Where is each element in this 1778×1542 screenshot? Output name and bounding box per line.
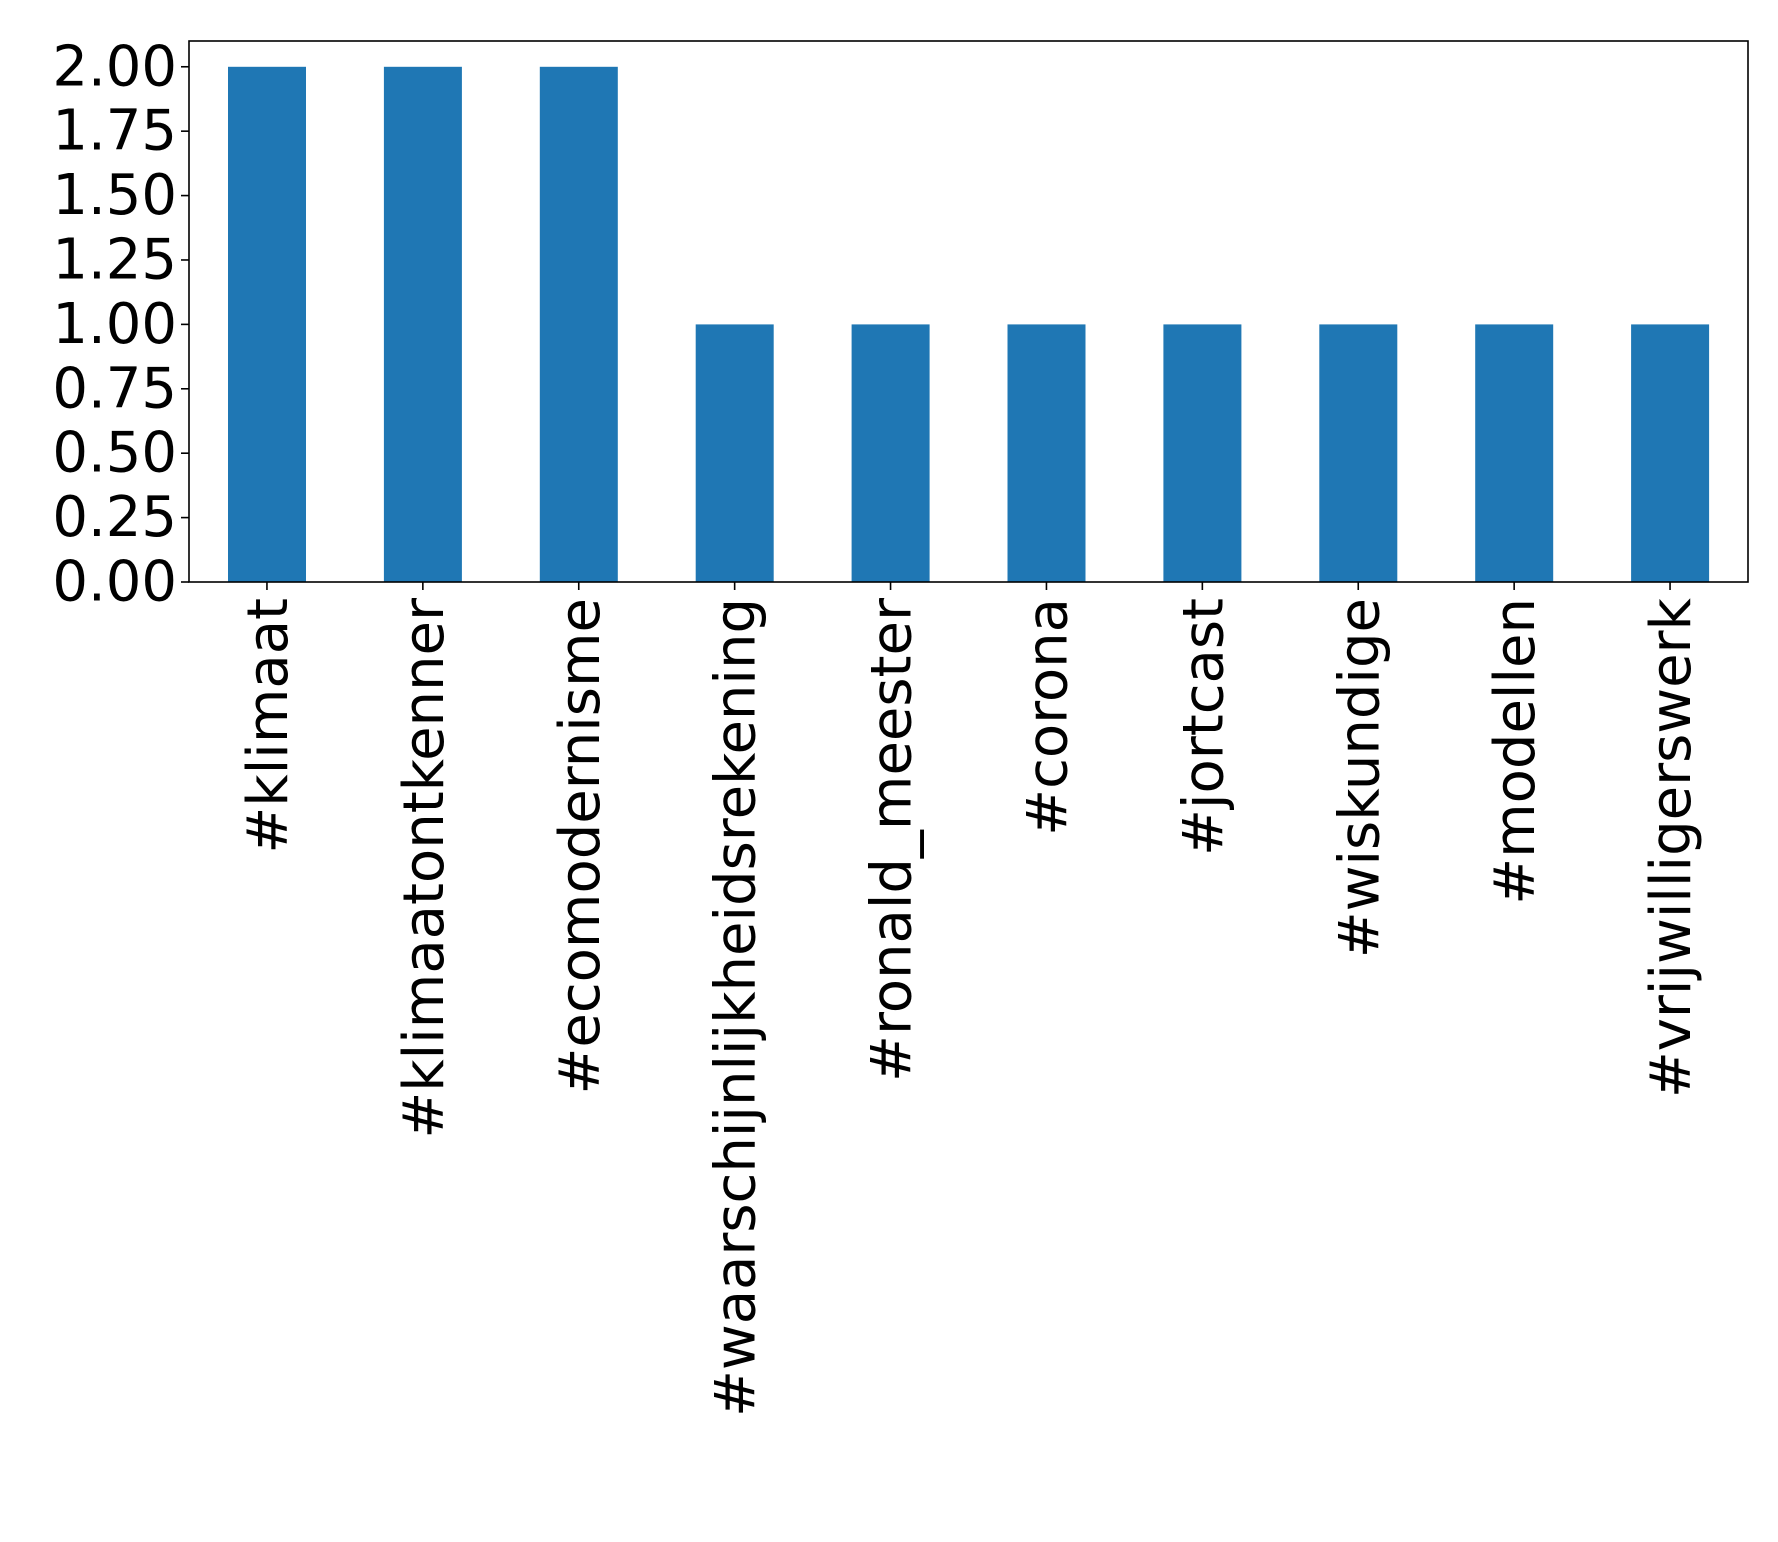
x-tick-label: #waarschijnlijkheidsrekening [704, 598, 769, 1417]
y-tick-label: 1.75 [52, 99, 177, 164]
x-axis: #klimaat #klimaatontkenner #ecomodernisme #… [236, 582, 1704, 1417]
x-tick-label: #corona [1016, 598, 1081, 836]
x-tick-label: #wiskundige [1327, 598, 1392, 958]
y-axis: 0.000.250.500.751.001.251.501.752.00 [52, 34, 189, 615]
y-tick-label: 1.50 [52, 163, 177, 228]
y-tick-label: 0.75 [52, 356, 177, 421]
x-tick-label: #klimaatontkenner [392, 597, 457, 1139]
y-tick-label: 0.00 [52, 550, 177, 615]
bar [1007, 324, 1086, 582]
y-tick-label: 1.00 [52, 292, 177, 357]
bar [1163, 324, 1242, 582]
y-tick-label: 0.25 [52, 485, 177, 550]
bars-layer [228, 66, 1710, 583]
bar [383, 66, 462, 583]
bar [851, 324, 930, 582]
bar [1631, 324, 1710, 582]
bar [539, 66, 618, 583]
x-tick-label: #vrijwilligerswerk [1639, 597, 1704, 1098]
x-tick-label: #ronald_meester [860, 597, 925, 1082]
y-tick-label: 1.25 [52, 227, 177, 292]
bar [228, 66, 306, 583]
plot-frame [188, 40, 1749, 583]
bar [695, 324, 774, 582]
bar [1319, 324, 1398, 582]
x-tick-label: #ecomodernisme [548, 598, 613, 1095]
y-tick-label: 2.00 [52, 34, 177, 99]
y-tick-label: 0.50 [52, 421, 177, 486]
x-tick-label: #modellen [1483, 598, 1548, 905]
x-tick-label: #klimaat [236, 598, 301, 854]
x-tick-label: #jortcast [1171, 598, 1236, 856]
bar [1475, 324, 1554, 582]
